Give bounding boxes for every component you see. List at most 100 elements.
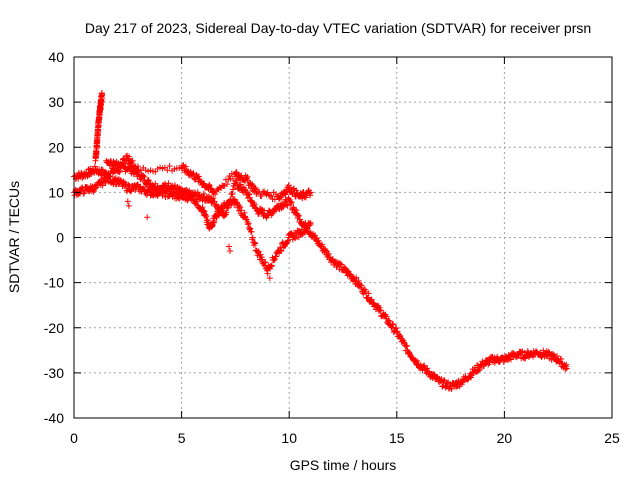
data-point-lower-branch	[306, 222, 313, 229]
data-point-upper-branch	[182, 163, 189, 170]
data-point-lower-branch	[273, 253, 280, 260]
data-point-main-trend	[400, 339, 407, 346]
data-point-lower-branch	[94, 182, 101, 189]
data-point-lower-branch	[244, 221, 251, 228]
data-point-main-trend	[233, 179, 240, 186]
data-point-lower-branch	[236, 203, 243, 210]
data-point-main-trend	[383, 313, 390, 320]
data-point-upper-branch	[179, 163, 186, 170]
data-point-upper-branch	[206, 181, 213, 188]
data-point-main-trend	[141, 173, 148, 180]
grid	[74, 57, 612, 418]
data-point-main-trend	[241, 186, 248, 193]
data-point-main-trend	[403, 342, 410, 349]
data-point-lower-branch	[262, 259, 269, 266]
data-point-lower-branch	[277, 248, 284, 255]
data-point-main-trend	[246, 191, 253, 198]
data-point-lower-branch	[102, 179, 109, 186]
data-point-main-trend	[533, 348, 540, 355]
x-tick-label: 0	[70, 430, 78, 446]
data-point-upper-branch	[134, 163, 141, 170]
data-point-lower-branch	[121, 179, 128, 186]
data-point-outliers	[144, 214, 151, 221]
data-point-main-trend	[116, 168, 123, 175]
data-point-outliers	[227, 248, 234, 255]
data-point-main-trend	[315, 237, 322, 244]
data-point-main-trend	[91, 163, 98, 170]
data-point-main-trend	[358, 282, 365, 289]
data-point-main-trend	[312, 234, 319, 241]
data-point-main-trend	[390, 321, 397, 328]
data-point-lower-branch	[259, 256, 266, 263]
x-tick-label: 15	[389, 430, 405, 446]
data-point-upper-branch	[271, 196, 278, 203]
y-tick-label: 0	[56, 230, 64, 246]
data-point-main-trend	[362, 289, 369, 296]
data-point-main-trend	[252, 204, 259, 211]
data-point-main-trend	[319, 241, 326, 248]
data-point-lower-branch	[304, 225, 311, 232]
data-point-upper-branch	[122, 160, 129, 167]
data-point-outliers	[225, 243, 232, 250]
data-point-main-trend	[504, 357, 511, 364]
axis-ticks	[73, 56, 613, 419]
x-tick-label: 25	[604, 430, 620, 446]
data-point-main-trend	[223, 209, 230, 216]
data-point-main-trend	[273, 206, 280, 213]
data-point-upper-branch	[129, 157, 136, 164]
data-point-upper-branch	[258, 193, 265, 200]
y-tick-label: -30	[44, 365, 64, 381]
data-point-lower-branch	[245, 220, 252, 227]
data-point-lower-branch	[271, 257, 278, 264]
data-point-lower-branch	[151, 187, 158, 194]
data-point-lower-branch	[163, 187, 170, 194]
data-point-main-trend	[288, 199, 295, 206]
data-point-lower-branch	[251, 239, 258, 246]
data-point-main-trend	[394, 328, 401, 335]
data-point-upper-branch	[109, 164, 116, 171]
y-tick-label: -10	[44, 275, 64, 291]
data-point-main-trend	[353, 274, 360, 281]
data-point-main-trend	[183, 186, 190, 193]
x-tick-labels: 0 5 10 15 20 25	[70, 430, 620, 446]
data-point-upper-branch	[212, 191, 219, 198]
data-point-main-trend	[368, 296, 375, 303]
data-point-main-trend	[98, 166, 105, 173]
data-point-main-trend	[476, 366, 483, 373]
data-point-lower-branch	[106, 173, 113, 180]
data-point-lower-branch	[268, 262, 275, 269]
data-point-upper-branch	[307, 192, 314, 199]
y-tick-label: 30	[48, 94, 64, 110]
data-point-main-trend	[459, 379, 466, 386]
data-point-outliers	[266, 275, 273, 282]
y-axis-label: SDTVAR / TECUs	[6, 181, 22, 293]
data-point-upper-branch	[294, 189, 301, 196]
data-point-main-trend	[554, 353, 561, 360]
data-point-main-trend	[245, 191, 252, 198]
data-point-main-trend	[414, 357, 421, 364]
data-point-main-trend	[386, 318, 393, 325]
data-point-upper-branch	[290, 186, 297, 193]
x-tick-label: 20	[497, 430, 513, 446]
data-point-main-trend	[293, 207, 300, 214]
data-point-main-trend	[145, 177, 152, 184]
data-point-lower-branch	[224, 205, 231, 212]
data-point-main-trend	[283, 201, 290, 208]
data-point-lower-branch	[247, 225, 254, 232]
data-point-lower-branch	[189, 193, 196, 200]
y-tick-label: 40	[48, 49, 64, 65]
data-point-main-trend	[329, 255, 336, 262]
data-point-lower-branch	[285, 237, 292, 244]
data-point-main-trend	[448, 385, 455, 392]
data-point-lower-branch	[237, 204, 244, 211]
data-point-outliers	[125, 202, 132, 209]
data-point-lower-branch	[81, 190, 88, 197]
data-point-lower-branch	[185, 196, 192, 203]
data-point-upper-branch	[267, 192, 274, 199]
data-point-upper-branch	[125, 153, 132, 160]
x-tick-label: 10	[281, 430, 297, 446]
data-point-main-trend	[200, 190, 207, 197]
y-tick-label: -40	[44, 410, 64, 426]
data-point-main-trend	[322, 247, 329, 254]
data-point-upper-branch	[251, 185, 258, 192]
